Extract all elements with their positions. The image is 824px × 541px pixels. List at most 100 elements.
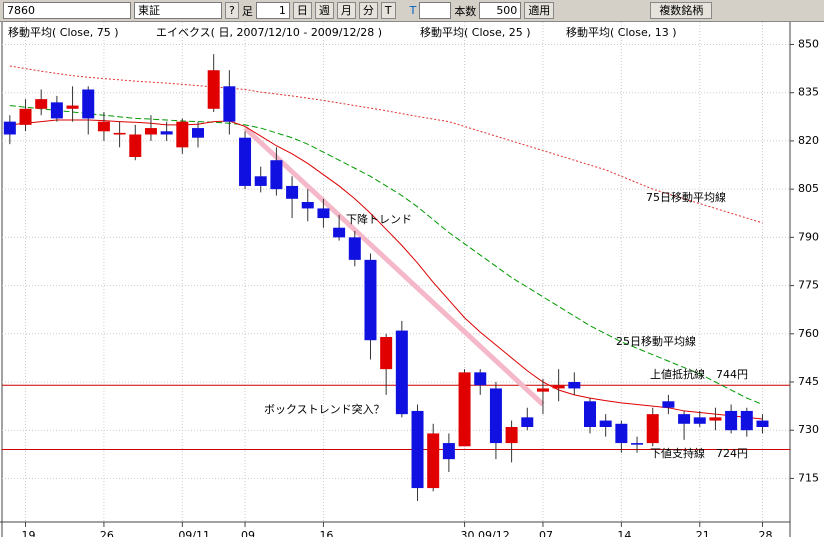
- x-tick-label: 09/11: [178, 529, 210, 537]
- x-tick-label: 28: [758, 529, 772, 537]
- annotation: ボックストレンド突入？: [264, 402, 385, 416]
- candle-body: [192, 128, 204, 138]
- symbol-select[interactable]: 7860: [3, 2, 131, 19]
- candle-body: [333, 227, 346, 238]
- x-tick-label: 16: [319, 529, 333, 537]
- bar-label: 足: [241, 4, 253, 18]
- candle-body: [489, 388, 502, 444]
- annotation: 25日移動平均線: [616, 334, 696, 348]
- candle-body: [66, 105, 79, 109]
- market-select[interactable]: 東証: [134, 2, 222, 19]
- candle-body: [631, 443, 644, 445]
- candle-body: [411, 410, 424, 489]
- candle-body: [505, 427, 518, 444]
- multi-button[interactable]: 複数銘柄: [650, 2, 713, 19]
- candle-body: [521, 417, 534, 427]
- count-label: 本数: [454, 4, 477, 18]
- candle-body: [395, 330, 408, 415]
- y-tick-label: 715: [798, 471, 819, 484]
- candle-body: [207, 70, 220, 109]
- candle-body: [286, 185, 299, 199]
- candle-body: [19, 108, 32, 125]
- y-tick-label: 805: [798, 182, 819, 195]
- x-tick-label: 19: [22, 529, 36, 537]
- candle-body: [678, 414, 691, 424]
- candle-body: [599, 420, 612, 427]
- x-tick-label: 26: [100, 529, 114, 537]
- candle-body: [584, 401, 596, 427]
- candle-body: [348, 237, 361, 260]
- candle-body: [756, 420, 769, 427]
- candle-body: [317, 208, 330, 219]
- tick-label: T: [409, 4, 417, 17]
- candle-body: [3, 121, 16, 135]
- chart: 715 730 745 760 775 790 805 820 835 850 19 26 09/11 0…: [0, 22, 824, 541]
- annotation: 上値抵抗線 744円: [650, 367, 748, 381]
- candle-body: [270, 160, 283, 190]
- legend-entry: エイベクス( 日, 2007/12/10 - 2009/12/28 ): [156, 26, 382, 39]
- candle-body: [568, 382, 581, 389]
- candle-body: [552, 385, 565, 389]
- candle-body: [223, 86, 236, 122]
- candle-body: [709, 417, 722, 421]
- week-button[interactable]: 週: [314, 2, 334, 19]
- candle-body: [615, 423, 628, 444]
- candle-body: [458, 372, 471, 447]
- candle-body: [442, 443, 455, 460]
- candle-body: [693, 417, 706, 424]
- y-tick-label: 790: [798, 230, 819, 243]
- y-tick-label: 730: [798, 423, 819, 436]
- count-input[interactable]: 500: [479, 2, 522, 19]
- y-tick-label: 775: [798, 279, 819, 292]
- apply-button[interactable]: 適用: [524, 2, 555, 19]
- candle-body: [97, 121, 110, 132]
- candle-body: [239, 137, 252, 186]
- candle-body: [35, 99, 48, 109]
- moving-average-line: [9, 65, 763, 224]
- candle-body: [129, 134, 142, 157]
- candle-body: [301, 202, 314, 209]
- x-tick-label: 07: [539, 529, 553, 537]
- candle-body: [50, 102, 63, 119]
- month-button[interactable]: 月: [336, 2, 356, 19]
- candle-body: [160, 131, 173, 135]
- minute-button[interactable]: 分: [358, 2, 378, 19]
- moving-average-line: [9, 119, 763, 420]
- candle-body: [364, 259, 377, 341]
- tick-button[interactable]: T: [380, 2, 396, 19]
- x-tick-label: 14: [617, 529, 631, 537]
- y-tick-label: 835: [798, 86, 819, 99]
- candle-body: [82, 89, 95, 119]
- y-tick-label: 760: [798, 327, 819, 340]
- annotation: 75日移動平均線: [646, 190, 726, 204]
- legend-entry: 移動平均( Close, 13 ): [566, 25, 677, 39]
- candle-body: [474, 372, 487, 386]
- moving-average-line: [9, 105, 763, 405]
- toolbar: 7860 東証 ? 足 1 日 週 月 分 T T 本数 500 適用 複数銘柄: [0, 0, 824, 22]
- tick-input[interactable]: [419, 2, 452, 19]
- legend-entry: 移動平均( Close, 75 ): [8, 25, 119, 39]
- candle-body: [740, 410, 753, 431]
- candle-body: [662, 401, 675, 408]
- candle-body: [176, 121, 189, 148]
- candle-body: [646, 414, 659, 444]
- annotation: 下降トレンド: [346, 212, 412, 226]
- legend-entry: 移動平均( Close, 25 ): [420, 25, 531, 39]
- day-button[interactable]: 日: [292, 2, 312, 19]
- candle-body: [536, 388, 549, 392]
- y-tick-label: 850: [798, 38, 819, 51]
- candle-body: [254, 176, 267, 186]
- help-button[interactable]: ?: [225, 2, 239, 19]
- candle-body: [144, 128, 157, 135]
- y-tick-label: 820: [798, 134, 819, 147]
- bar-count[interactable]: 1: [255, 2, 290, 19]
- candle-body: [380, 337, 393, 370]
- annotation: 下値支持線 724円: [650, 446, 748, 460]
- candle-body: [113, 132, 126, 135]
- y-tick-label: 745: [798, 375, 819, 388]
- x-tick-label: 09: [241, 529, 255, 537]
- x-tick-label: 30 09/12: [461, 529, 510, 537]
- trend-line: [243, 126, 545, 407]
- x-tick-label: 21: [696, 529, 710, 537]
